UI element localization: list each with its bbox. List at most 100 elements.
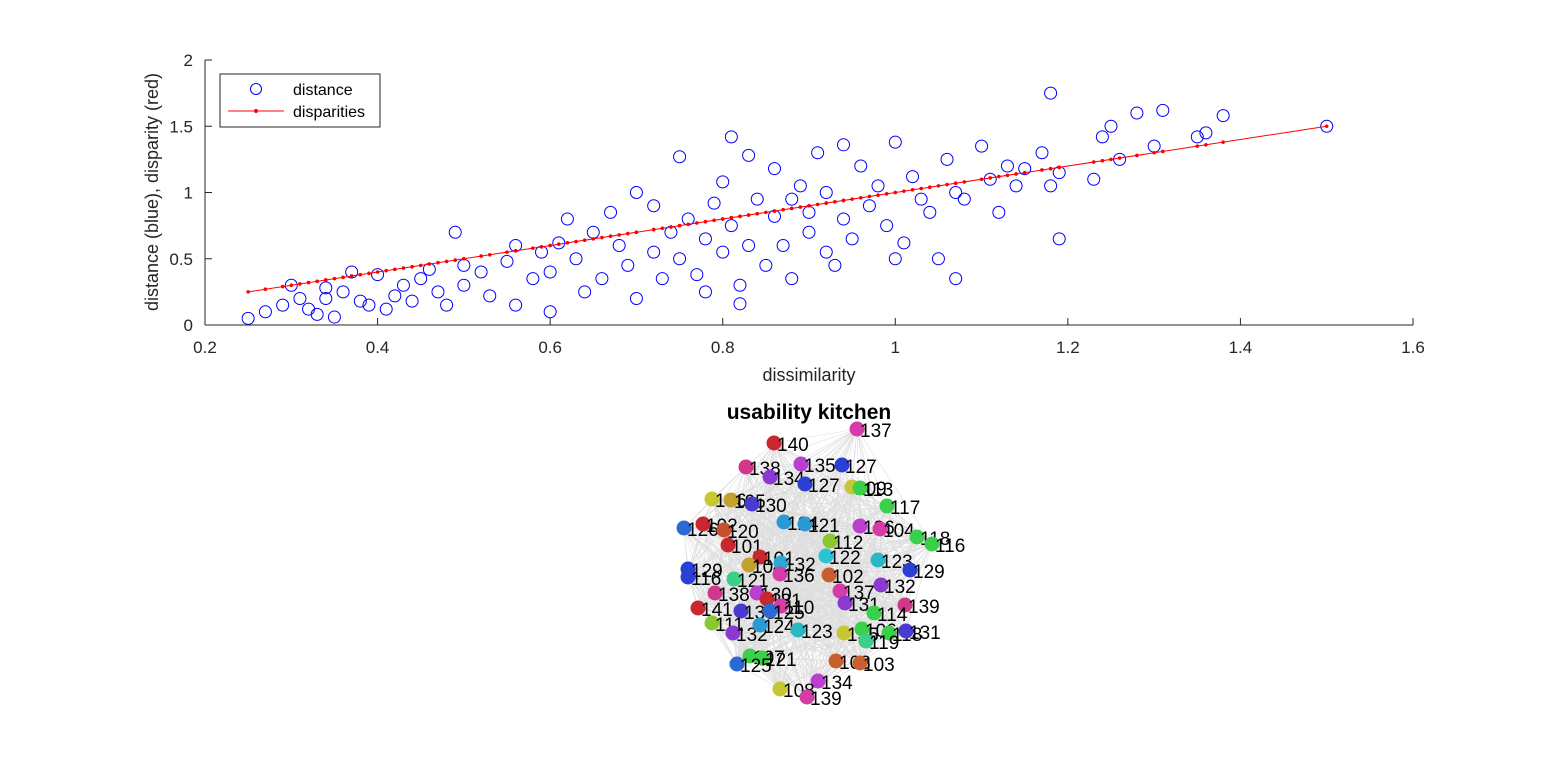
network-edge: [697, 607, 761, 626]
distance-point: [698, 232, 712, 246]
y-tick-label: 0.5: [169, 250, 193, 269]
distance-point: [1035, 146, 1049, 160]
network-node: [759, 591, 775, 607]
distance-point: [396, 278, 410, 292]
legend-disparities-label: disparities: [293, 104, 365, 121]
distance-point: [785, 192, 799, 206]
distance-point: [854, 159, 868, 173]
disparity-point: [651, 227, 656, 232]
network-edge: [745, 428, 858, 468]
network-edge: [829, 540, 907, 632]
distance-point: [931, 252, 945, 266]
distance-point: [1009, 179, 1023, 193]
network-node-label: 117: [890, 498, 920, 519]
disparity-point: [436, 260, 440, 265]
distance-point: [837, 212, 851, 226]
network-edge: [780, 555, 827, 564]
network-edge: [727, 521, 785, 546]
disparity-point: [1195, 144, 1200, 148]
network-edge: [780, 605, 890, 634]
disparity-point: [703, 219, 708, 224]
network-node-label: 132: [884, 577, 916, 598]
x-tick-label: 0.6: [538, 338, 562, 357]
distance-point: [940, 152, 954, 166]
x-tick-label: 1.6: [1401, 338, 1425, 357]
network-node-label: 132: [784, 555, 816, 576]
disparity-point: [746, 213, 751, 217]
disparity-point: [617, 233, 621, 237]
network-edge: [730, 483, 806, 501]
distance-point: [975, 139, 989, 153]
disparity-point: [315, 279, 319, 284]
network-node: [793, 456, 809, 472]
network-node-label: 141: [701, 600, 733, 621]
disparity-point: [1091, 160, 1096, 164]
network-edge: [844, 536, 918, 604]
network-edge: [736, 624, 761, 665]
disparity-point: [919, 186, 923, 191]
disparity-point: [677, 223, 682, 228]
disparity-point: [453, 258, 458, 262]
disparity-point: [1005, 173, 1010, 178]
distance-point: [888, 135, 902, 149]
network-edge: [804, 523, 882, 586]
network-node-label: 116: [935, 536, 965, 557]
distance-point: [319, 292, 333, 305]
network-edge: [697, 598, 768, 609]
distance-point: [742, 239, 756, 252]
network-edge: [773, 442, 853, 488]
disparity-point: [738, 214, 742, 219]
disparity-point: [867, 194, 872, 199]
network-edge: [683, 503, 753, 529]
network-edge: [829, 540, 879, 561]
distance-point: [1216, 109, 1230, 123]
distance-point: [1052, 232, 1066, 246]
disparity-point: [393, 267, 397, 272]
disparity-point: [1117, 156, 1122, 160]
network-edge: [759, 464, 843, 558]
network-node: [852, 518, 868, 534]
distance-point: [888, 252, 902, 266]
scatter-axes: 0.2 0.4 0.6 0.8 1 1.2 1.4 1.6 0 0.5 1 1.5 2 dissimi…: [142, 51, 1425, 385]
disparity-point: [608, 234, 613, 239]
scatter-marks: [241, 86, 1334, 325]
disparity-point: [781, 207, 785, 212]
network-edge: [740, 602, 846, 612]
network-edge: [797, 629, 808, 698]
network-node: [873, 577, 889, 593]
network-edge: [761, 657, 808, 698]
network-edge: [825, 536, 918, 557]
y-ticks: 0 0.5 1 1.5 2: [169, 51, 212, 335]
distance-point: [776, 239, 790, 252]
distance-point: [871, 179, 885, 193]
distance-point: [604, 205, 618, 219]
disparity-point: [815, 202, 820, 207]
network-node: [818, 548, 834, 564]
distance-point: [767, 162, 781, 176]
disparity-point: [263, 287, 268, 292]
network-node: [870, 552, 886, 568]
network-edge: [844, 602, 906, 606]
network-edge: [759, 556, 841, 592]
distance-point: [310, 307, 324, 321]
network-node: [766, 435, 782, 451]
distance-point: [923, 205, 937, 219]
network-node: [776, 514, 792, 530]
disparity-point: [988, 176, 992, 180]
network-edge: [697, 607, 863, 630]
network-edge: [886, 505, 933, 545]
disparity-point: [487, 252, 492, 257]
disparity-point: [669, 225, 673, 229]
network-edge: [687, 529, 725, 570]
disparity-point: [462, 256, 466, 261]
disparity-point: [660, 226, 665, 231]
x-tick-label: 0.2: [193, 338, 217, 357]
legend: distance disparities: [219, 73, 381, 128]
distance-point: [897, 236, 911, 250]
network-edge: [711, 622, 761, 626]
disparity-point: [565, 241, 570, 245]
network-edge: [761, 629, 799, 659]
network-edge: [804, 483, 831, 542]
distance-point: [819, 186, 833, 199]
